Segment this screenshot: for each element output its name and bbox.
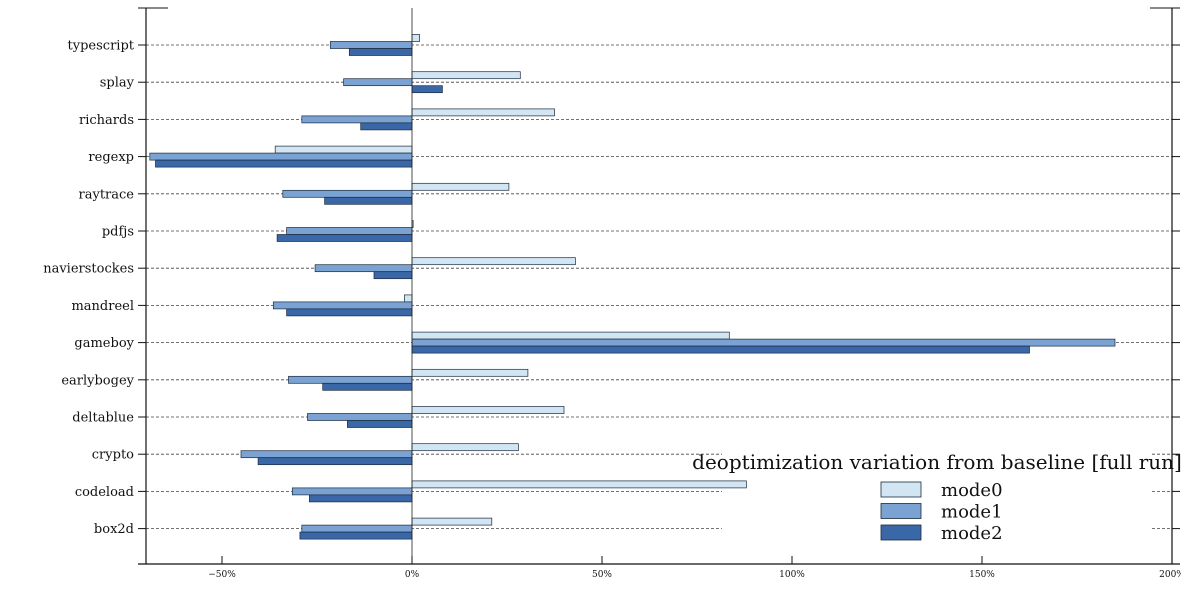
- x-tick-labels: −50% 0% 50% 100% 150% 200%: [208, 570, 1181, 580]
- bars: [149, 34, 1116, 540]
- category-label-crypto: crypto: [92, 448, 134, 463]
- legend-label-mode0: mode0: [941, 480, 1003, 501]
- x-tick-label: 50%: [592, 570, 612, 580]
- bar-mode2-splay: [411, 85, 443, 94]
- bar-mode2-crypto: [257, 457, 413, 466]
- legend-label-mode2: mode2: [941, 523, 1003, 544]
- category-label-box2d: box2d: [94, 522, 134, 537]
- category-label-typescript: typescript: [68, 39, 135, 54]
- bar-mode0-earlybogey: [411, 368, 529, 377]
- category-label-richards: richards: [79, 113, 134, 128]
- bar-mode1-earlybogey: [288, 375, 413, 384]
- x-tick-label: 0%: [405, 570, 420, 580]
- legend-swatch-mode2: [880, 524, 922, 541]
- bar-mode2-mandreel: [286, 308, 413, 317]
- bar-mode1-deltablue: [307, 413, 413, 421]
- bar-mode1-raytrace: [282, 189, 413, 198]
- category-label-earlybogey: earlybogey: [61, 373, 134, 388]
- bar-mode0-gameboy: [411, 331, 730, 340]
- legend-swatch-mode1: [880, 503, 922, 519]
- bar-mode1-richards: [301, 115, 413, 124]
- bar-mode1-typescript: [329, 41, 413, 49]
- bar-mode1-codeload: [291, 487, 413, 496]
- category-label-regexp: regexp: [88, 150, 134, 165]
- category-label-raytrace: raytrace: [79, 187, 135, 202]
- category-label-splay: splay: [100, 76, 135, 91]
- bar-mode2-regexp: [155, 159, 413, 168]
- bar-mode0-box2d: [411, 517, 493, 526]
- bar-mode0-navierstockes: [411, 257, 576, 266]
- bar-mode0-richards: [411, 108, 555, 117]
- bar-mode0-crypto: [411, 443, 519, 452]
- bar-mode2-richards: [360, 122, 413, 131]
- bar-mode2-navierstockes: [373, 271, 413, 280]
- category-label-pdfjs: pdfjs: [102, 225, 134, 240]
- bar-mode2-gameboy: [411, 345, 1030, 354]
- legend-label-mode1: mode1: [941, 502, 1003, 523]
- bar-mode1-regexp: [149, 152, 413, 161]
- bar-mode2-typescript: [348, 48, 413, 56]
- bar-mode2-deltablue: [347, 420, 413, 428]
- bar-mode1-pdfjs: [286, 227, 413, 235]
- bar-mode2-codeload: [309, 494, 413, 503]
- bar-mode2-earlybogey: [322, 382, 413, 391]
- bar-mode1-crypto: [240, 450, 413, 459]
- bar-mode1-box2d: [301, 524, 413, 533]
- bar-mode0-codeload: [411, 480, 747, 489]
- legend-title: deoptimization variation from baseline […: [692, 450, 1181, 474]
- bar-mode0-raytrace: [411, 182, 510, 191]
- bar-mode1-splay: [343, 78, 413, 87]
- axes: [138, 7, 1180, 565]
- bar-mode2-pdfjs: [276, 234, 413, 242]
- x-tick-label: 100%: [779, 570, 805, 580]
- bar-mode0-typescript: [411, 34, 420, 42]
- bar-mode1-gameboy: [411, 338, 1116, 347]
- bar-mode2-box2d: [299, 531, 413, 540]
- bar-mode2-raytrace: [324, 196, 413, 205]
- legend: deoptimization variation from baseline […: [692, 450, 1181, 544]
- bar-mode0-deltablue: [411, 406, 565, 414]
- legend-swatch-mode0: [880, 481, 922, 498]
- x-tick-label: 150%: [969, 570, 995, 580]
- category-label-gameboy: gameboy: [74, 336, 134, 351]
- bar-mode1-navierstockes: [314, 264, 413, 273]
- category-label-navierstockes: navierstockes: [43, 262, 134, 277]
- bar-mode1-mandreel: [272, 301, 413, 310]
- x-tick-label: 200%: [1159, 570, 1181, 580]
- bar-mode0-mandreel: [404, 294, 413, 303]
- category-label-deltablue: deltablue: [72, 411, 134, 426]
- category-labels: box2d codeload crypto deltablue earlybogey ga…: [43, 39, 135, 538]
- bar-mode0-splay: [411, 71, 521, 80]
- category-label-mandreel: mandreel: [71, 299, 134, 314]
- x-tick-label: −50%: [208, 570, 236, 580]
- category-label-codeload: codeload: [75, 485, 134, 500]
- bar-mode0-regexp: [274, 145, 413, 154]
